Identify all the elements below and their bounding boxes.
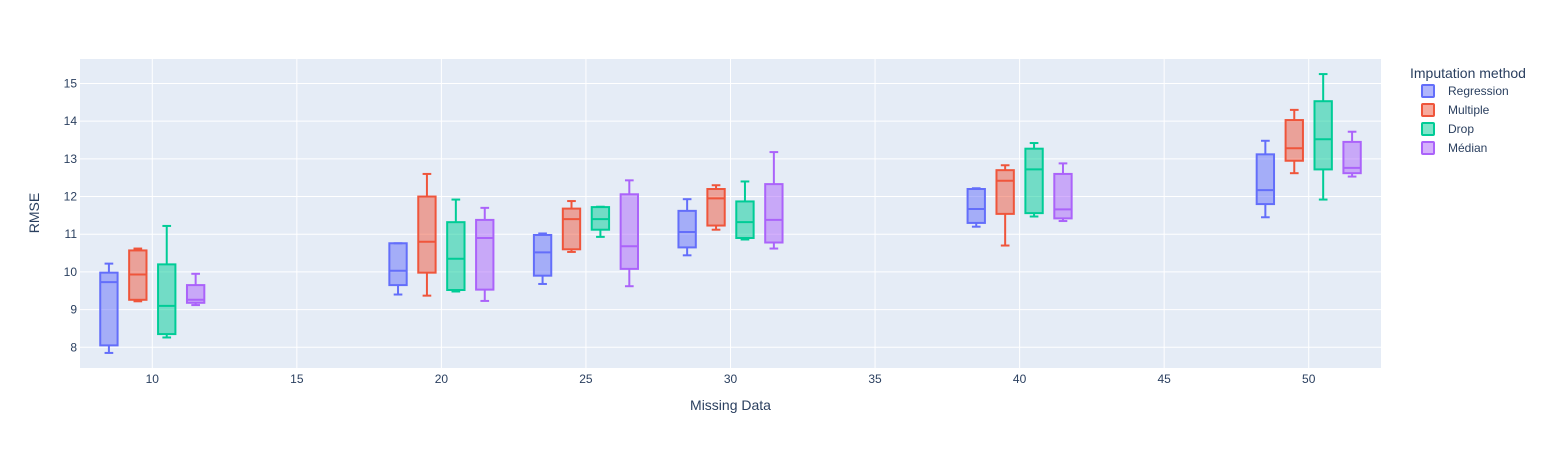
legend-label: Regression xyxy=(1448,84,1509,98)
x-tick-label: 10 xyxy=(146,372,160,386)
y-tick-label: 13 xyxy=(64,152,78,166)
legend-item-multiple[interactable]: Multiple xyxy=(1421,103,1490,117)
box-multiple-40[interactable] xyxy=(995,164,1015,247)
box-drop-40[interactable] xyxy=(1024,142,1044,218)
box-body xyxy=(446,221,466,291)
box-drop-20[interactable] xyxy=(446,198,466,293)
y-tick-label: 15 xyxy=(64,76,78,90)
box-body xyxy=(735,200,755,239)
box-body xyxy=(1024,147,1044,215)
x-axis-ticks: 10 15 20 25 30 35 40 45 50 xyxy=(146,372,1316,386)
box-multiple-50[interactable] xyxy=(1284,108,1304,175)
x-tick-label: 45 xyxy=(1157,372,1171,386)
box-mdian-10[interactable] xyxy=(185,272,206,307)
box-drop-30[interactable] xyxy=(735,180,755,241)
box-body xyxy=(185,284,206,304)
box-body xyxy=(966,188,986,224)
box-body xyxy=(532,233,553,277)
box-body xyxy=(1053,172,1073,220)
legend-swatch xyxy=(1421,84,1435,98)
x-tick-label: 30 xyxy=(724,372,738,386)
box-body xyxy=(388,242,408,287)
legend-label: Médian xyxy=(1448,141,1487,155)
box-regression-40[interactable] xyxy=(966,187,986,228)
box-regression-10[interactable] xyxy=(99,262,119,354)
box-body xyxy=(706,188,726,227)
box-mdian-50[interactable] xyxy=(1342,130,1362,178)
box-body xyxy=(99,271,119,347)
x-tick-label: 40 xyxy=(1013,372,1027,386)
box-layer xyxy=(99,73,1362,354)
box-mdian-40[interactable] xyxy=(1053,162,1073,223)
box-drop-50[interactable] xyxy=(1313,73,1333,201)
y-tick-label: 14 xyxy=(64,114,78,128)
box-regression-25[interactable] xyxy=(532,232,553,285)
box-drop-25[interactable] xyxy=(590,205,611,238)
box-body xyxy=(475,218,495,291)
legend-swatch xyxy=(1421,141,1435,155)
x-tick-label: 35 xyxy=(868,372,882,386)
box-body xyxy=(995,169,1015,215)
legend-item-mdian[interactable]: Médian xyxy=(1421,141,1487,155)
x-tick-label: 20 xyxy=(435,372,449,386)
legend-label: Drop xyxy=(1448,122,1474,136)
legend-swatch xyxy=(1421,103,1435,117)
y-axis-ticks: 8 9 10 11 12 13 14 15 xyxy=(64,76,78,354)
y-tick-label: 12 xyxy=(64,190,78,204)
box-regression-20[interactable] xyxy=(388,242,408,296)
y-tick-label: 11 xyxy=(65,227,78,241)
y-tick-label: 10 xyxy=(64,265,78,279)
legend-item-drop[interactable]: Drop xyxy=(1421,122,1474,136)
y-axis-title: RMSE xyxy=(26,193,42,233)
box-regression-50[interactable] xyxy=(1255,139,1276,219)
box-body xyxy=(561,207,582,251)
y-tick-label: 8 xyxy=(70,340,77,354)
box-body xyxy=(1255,153,1276,206)
legend-items[interactable]: Regression Multiple Drop Médian xyxy=(1421,84,1509,155)
box-multiple-25[interactable] xyxy=(561,200,582,253)
x-tick-label: 15 xyxy=(290,372,304,386)
box-body xyxy=(619,193,639,270)
legend-label: Multiple xyxy=(1448,103,1490,117)
box-multiple-30[interactable] xyxy=(706,184,726,231)
box-body xyxy=(1313,100,1333,171)
box-body xyxy=(417,195,437,274)
x-tick-label: 25 xyxy=(579,372,593,386)
legend-item-regression[interactable]: Regression xyxy=(1421,84,1509,98)
y-tick-label: 9 xyxy=(70,303,77,317)
box-body xyxy=(764,183,784,244)
legend-swatch xyxy=(1421,122,1435,136)
x-tick-label: 50 xyxy=(1302,372,1316,386)
gridlines xyxy=(80,59,1381,368)
box-mdian-25[interactable] xyxy=(619,179,639,288)
box-mdian-30[interactable] xyxy=(764,151,784,250)
box-body xyxy=(1342,140,1362,175)
box-multiple-20[interactable] xyxy=(417,172,437,297)
box-multiple-10[interactable] xyxy=(128,247,148,303)
x-axis-title: Missing Data xyxy=(690,397,771,413)
box-mdian-20[interactable] xyxy=(475,206,495,302)
legend[interactable]: Imputation method Regression Multiple Drop… xyxy=(1410,65,1526,155)
box-regression-30[interactable] xyxy=(677,198,697,257)
legend-title: Imputation method xyxy=(1410,65,1526,81)
box-drop-10[interactable] xyxy=(157,224,177,339)
box-body xyxy=(157,263,177,336)
box-body xyxy=(677,209,697,249)
box-body xyxy=(1284,119,1304,162)
